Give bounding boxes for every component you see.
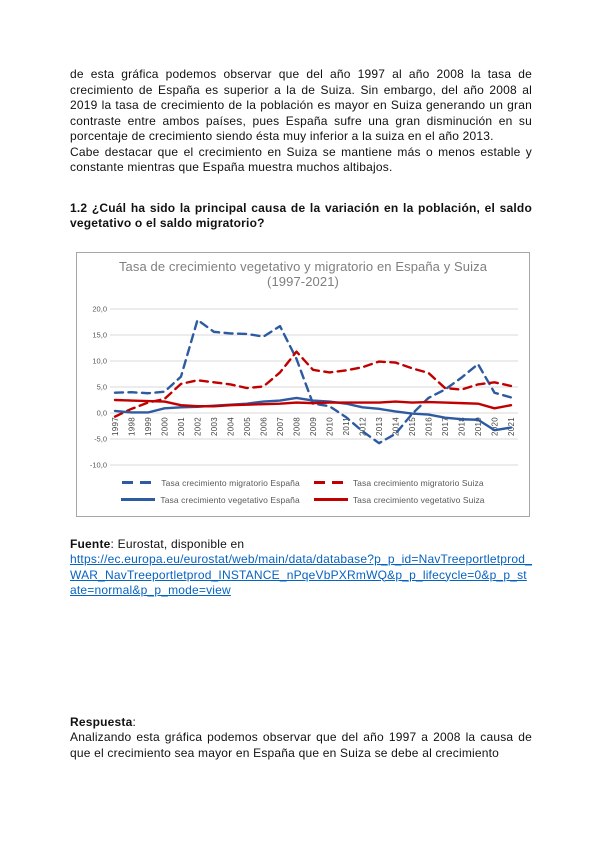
x-tick-label: 2010: [326, 416, 335, 435]
chart-title: Tasa de crecimiento vegetativo y migrato…: [118, 258, 488, 289]
x-tick-label: 2005: [243, 416, 252, 435]
legend-item: Tasa crecimiento migratorio Suiza: [313, 477, 484, 488]
x-tick-label: 2003: [210, 416, 219, 435]
y-tick-label: 10,0: [92, 356, 107, 365]
x-tick-label: 2017: [441, 416, 450, 435]
x-tick-label: 2018: [458, 416, 467, 435]
x-tick-label: 2007: [276, 416, 285, 435]
answer-label: Respuesta: [70, 714, 133, 729]
x-tick-label: 2014: [392, 416, 401, 435]
legend-dashed-line-swatch: [313, 481, 348, 484]
intro-paragraph-1: de esta gráfica podemos observar que del…: [70, 67, 532, 143]
x-tick-label: 2012: [359, 416, 368, 435]
x-tick-label: 1997: [111, 416, 120, 435]
y-tick-label: -10,0: [90, 460, 107, 469]
x-tick-label: 2002: [194, 416, 203, 435]
legend-row: Tasa crecimiento migratorio España Tasa c…: [115, 478, 490, 488]
y-tick-label: -5,0: [94, 434, 107, 443]
source-text: : Eurostat, disponible en: [110, 536, 245, 551]
x-tick-label: 2006: [260, 416, 269, 435]
legend-label: Tasa crecimiento migratorio Suiza: [352, 477, 484, 488]
x-tick-label: 2021: [507, 416, 516, 435]
series-line-2: [113, 396, 513, 431]
x-tick-label: 2001: [177, 416, 186, 435]
x-tick-label: 2020: [491, 416, 500, 435]
x-tick-label: 1998: [128, 416, 137, 435]
legend-solid-line-swatch: [121, 498, 156, 501]
source-note: Fuente: Eurostat, disponible en https://…: [70, 537, 532, 599]
source-label: Fuente: [70, 536, 111, 551]
x-tick-label: 2013: [375, 416, 384, 435]
legend-label: Tasa crecimiento migratorio España: [161, 477, 300, 488]
legend-item: Tasa crecimiento migratorio España: [122, 478, 300, 488]
y-tick-label: 20,0: [92, 304, 107, 313]
chart-legend: Tasa crecimiento migratorio España Tasa c…: [77, 478, 529, 505]
x-tick-label: 2019: [474, 416, 483, 435]
intro-paragraph-2: Cabe destacar que el crecimiento en Suiz…: [70, 144, 532, 175]
legend-dashed-line-swatch: [122, 481, 157, 484]
y-tick-label: 5,0: [97, 382, 107, 391]
legend-row: Tasa crecimiento vegetativo España Tasa c…: [114, 495, 491, 505]
x-tick-label: 2015: [408, 416, 417, 435]
answer-text: Analizando esta gráfica podemos observar…: [70, 730, 532, 760]
x-tick-label: 2016: [425, 416, 434, 435]
x-tick-label: 1999: [144, 416, 153, 435]
legend-solid-line-swatch: [313, 498, 348, 501]
x-tick-label: 2000: [161, 416, 170, 435]
x-tick-label: 2011: [342, 416, 351, 435]
legend-item: Tasa crecimiento vegetativo España: [121, 494, 300, 505]
x-tick-label: 2009: [309, 416, 318, 435]
legend-label: Tasa crecimiento vegetativo Suiza: [352, 494, 485, 505]
population-growth-chart: Tasa de crecimiento vegetativo y migrato…: [76, 251, 530, 517]
x-tick-label: 2004: [227, 416, 236, 435]
x-tick-label: 2008: [293, 416, 302, 435]
series-line-1: [113, 349, 513, 418]
answer-colon: :: [132, 714, 137, 729]
legend-item: Tasa crecimiento vegetativo Suiza: [313, 494, 485, 505]
series-line-3: [113, 398, 513, 410]
eurostat-link[interactable]: https://ec.europa.eu/eurostat/web/main/d…: [70, 552, 532, 597]
question-heading: 1.2 ¿Cuál ha sido la principal causa de …: [70, 200, 532, 231]
chart-plot-area: 20,0 15,0 10,0 5,0 0,0 -5,0 -10,0 1997 1998 1999 2…: [90, 304, 518, 469]
y-tick-label: 15,0: [92, 330, 107, 339]
y-tick-label: 0,0: [97, 408, 107, 417]
legend-label: Tasa crecimiento vegetativo España: [160, 494, 300, 505]
answer-block: Respuesta: Analizando esta gráfica podem…: [70, 715, 532, 762]
